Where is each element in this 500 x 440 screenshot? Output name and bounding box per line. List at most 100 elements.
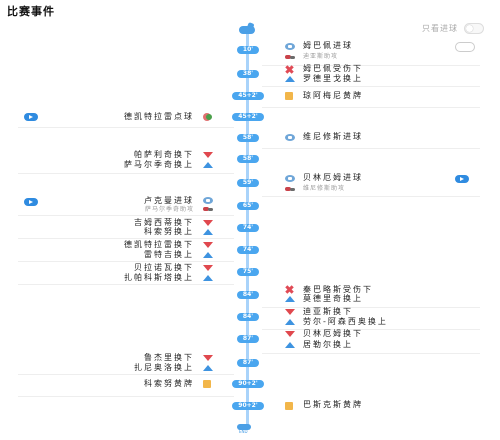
goals-only-label: 只看进球	[422, 24, 458, 33]
end-label: END	[239, 429, 248, 434]
yellow-card-icon	[285, 402, 293, 410]
sub-off-icon	[285, 309, 295, 315]
sub-off-icon	[203, 355, 213, 361]
event-injury-text[interactable]: 秦巴略斯受伤下	[303, 285, 373, 294]
event-sub-off-text[interactable]: 鲁杰里换下	[144, 353, 194, 362]
sub-off-icon	[285, 331, 295, 337]
divider	[262, 65, 480, 66]
minute-badge: 87'	[237, 359, 259, 367]
whistle-icon	[237, 424, 251, 430]
minute-badge: 90+2'	[232, 402, 264, 410]
divider	[18, 215, 234, 216]
divider	[262, 196, 480, 197]
divider	[18, 374, 234, 375]
minute-badge: 59'	[237, 179, 259, 187]
goals-only-toggle[interactable]	[464, 23, 484, 34]
sub-on-icon	[203, 365, 213, 371]
video-icon[interactable]	[455, 175, 469, 183]
sub-on-icon	[285, 296, 295, 302]
whistle-end-icon: END	[237, 424, 259, 434]
event-sub-off-text[interactable]: 贝林厄姆换下	[303, 329, 363, 338]
event-sub-on-text[interactable]: 雷特吉换上	[144, 250, 194, 259]
event-sub-off-text[interactable]: 德凯特拉雷换下	[124, 240, 194, 249]
minute-badge: 90+2'	[232, 380, 264, 388]
yellow-card-icon	[203, 380, 211, 388]
event-sub-off-text[interactable]: 迪亚斯换下	[303, 307, 353, 316]
event-sub-on-text[interactable]: 劳尔-阿森西奥换上	[303, 317, 388, 326]
video-icon[interactable]	[24, 113, 38, 121]
event-goal-text[interactable]: 卢克曼进球	[144, 196, 194, 205]
event-yellow-card-text[interactable]: 巴斯克斯黄牌	[303, 400, 363, 409]
goal-icon	[285, 134, 295, 141]
minute-badge: 87'	[237, 335, 259, 343]
event-sub-on-text[interactable]: 扎帕科斯塔换上	[124, 273, 194, 282]
goal-icon	[285, 175, 295, 182]
goals-only-filter[interactable]: 只看进球	[422, 23, 484, 34]
event-sub-on-text[interactable]: 扎尼奥洛换上	[134, 363, 194, 372]
minute-badge: 65'	[237, 202, 259, 210]
sub-off-icon	[203, 152, 213, 158]
event-goal-text[interactable]: 贝林厄姆进球	[303, 173, 363, 182]
event-yellow-card-text[interactable]: 科索努黄牌	[144, 379, 194, 388]
minute-badge: 38'	[237, 70, 259, 78]
injury-icon	[285, 285, 294, 294]
sub-off-icon	[203, 220, 213, 226]
divider	[262, 353, 480, 354]
minute-badge: 58'	[237, 134, 259, 142]
divider	[18, 238, 234, 239]
minute-badge: 58'	[237, 155, 259, 163]
divider	[262, 86, 480, 87]
sub-on-icon	[285, 319, 295, 325]
goal-icon	[285, 43, 295, 50]
divider	[18, 261, 234, 262]
minute-badge: 74'	[237, 224, 259, 232]
minute-badge: 75'	[237, 268, 259, 276]
event-sub-off-text[interactable]: 贝拉诺瓦换下	[134, 263, 194, 272]
missed-penalty-icon	[203, 113, 213, 121]
sub-on-icon	[203, 275, 213, 281]
whistle-start-icon	[239, 26, 255, 34]
divider	[18, 173, 234, 174]
event-assist-text: 萨马尔季奇助攻	[144, 206, 194, 213]
event-goal-text[interactable]: 姆巴佩进球	[303, 41, 353, 50]
minute-badge: 74'	[237, 246, 259, 254]
sub-on-icon	[285, 76, 295, 82]
event-penalty-text[interactable]: 德凯特拉雷点球	[124, 112, 194, 121]
event-sub-on-text[interactable]: 莫德里奇换上	[303, 294, 363, 303]
minute-badge: 84'	[237, 313, 259, 321]
event-sub-on-text[interactable]: 罗德里戈换上	[303, 74, 363, 83]
minute-badge: 84'	[237, 291, 259, 299]
event-injury-text[interactable]: 姆巴佩受伤下	[303, 64, 363, 73]
minute-badge: 45+2'	[232, 92, 264, 100]
event-goal-text[interactable]: 维尼修斯进球	[303, 132, 363, 141]
page-title: 比赛事件	[7, 5, 55, 18]
divider	[18, 127, 234, 128]
yellow-card-icon	[285, 92, 293, 100]
sub-off-icon	[203, 242, 213, 248]
event-assist-text: 迪亚斯助攻	[303, 53, 339, 60]
injury-icon	[285, 65, 294, 74]
event-sub-on-text[interactable]: 萨马尔季奇换上	[124, 160, 194, 169]
sub-off-icon	[203, 265, 213, 271]
assist-icon	[285, 54, 295, 60]
divider	[262, 107, 480, 108]
event-yellow-card-text[interactable]: 琼阿梅尼黄牌	[303, 91, 363, 100]
goal-icon	[203, 197, 213, 204]
sub-on-icon	[203, 252, 213, 258]
divider	[262, 148, 480, 149]
sub-on-icon	[203, 229, 213, 235]
divider	[262, 307, 480, 308]
divider	[262, 329, 480, 330]
minute-badge: 10'	[237, 46, 259, 54]
event-sub-off-text[interactable]: 吉姆西蒂换下	[134, 218, 194, 227]
divider	[18, 284, 234, 285]
event-sub-off-text[interactable]: 帕萨利奇换下	[134, 150, 194, 159]
event-sub-on-text[interactable]: 科索努换上	[144, 227, 194, 236]
video-icon[interactable]	[24, 198, 38, 206]
assist-icon	[203, 206, 213, 212]
event-sub-on-text[interactable]: 居勒尔换上	[303, 340, 353, 349]
sub-on-icon	[203, 162, 213, 168]
assist-icon	[285, 186, 295, 192]
sub-on-icon	[285, 342, 295, 348]
video-replay-button[interactable]	[455, 42, 475, 52]
